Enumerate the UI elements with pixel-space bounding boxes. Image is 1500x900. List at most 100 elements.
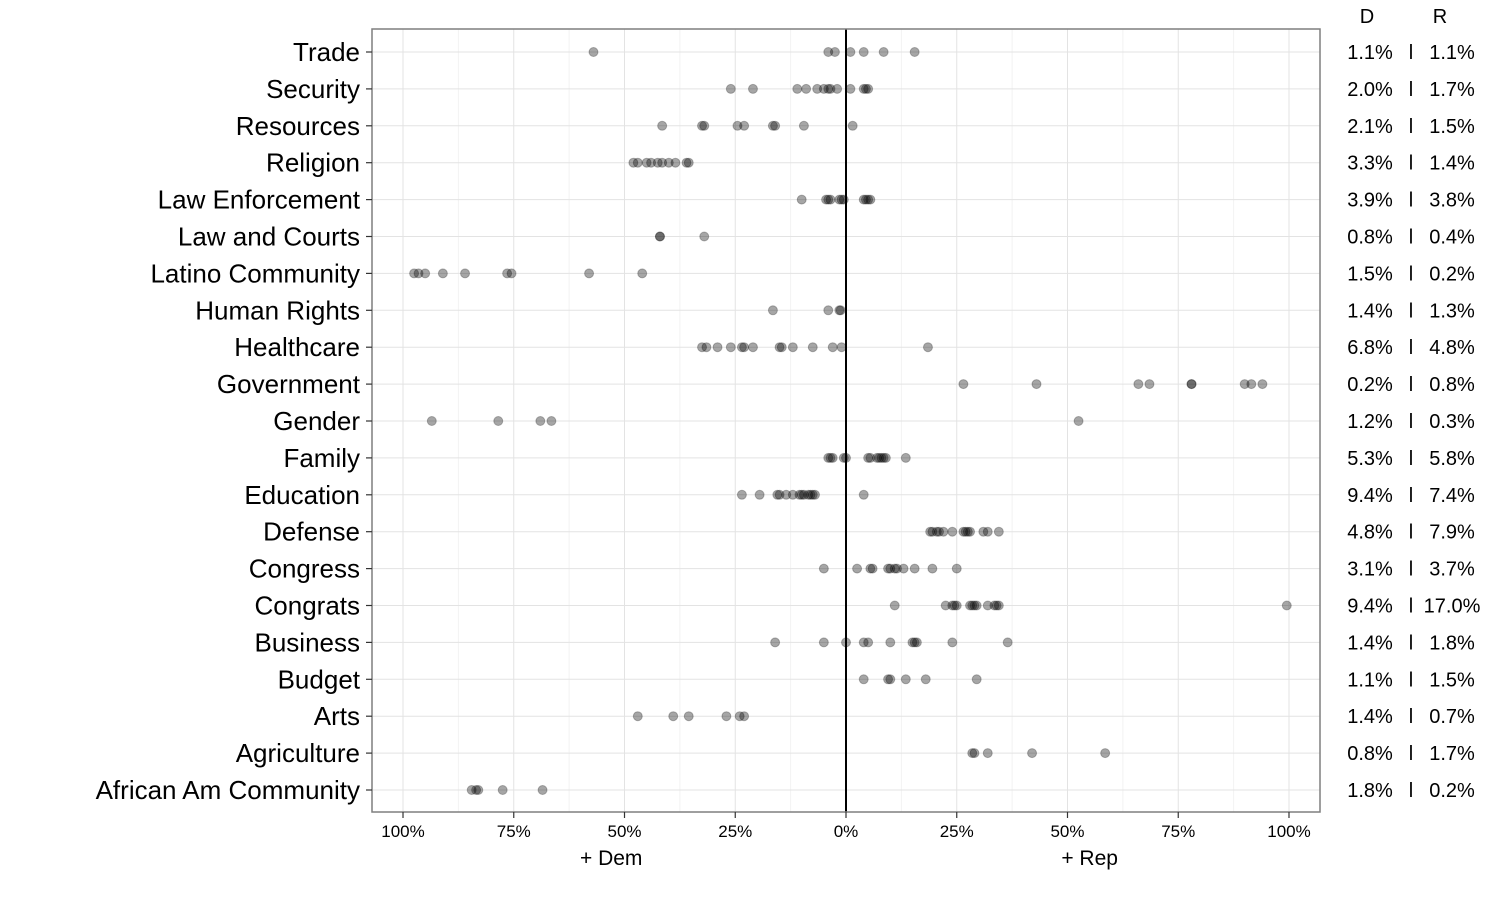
rep-share-value: 1.7% xyxy=(1429,79,1475,101)
data-point xyxy=(883,563,894,574)
data-point xyxy=(736,342,747,353)
data-point xyxy=(657,157,668,168)
data-point xyxy=(845,47,856,57)
x-tick-label: 100% xyxy=(381,822,424,841)
data-point xyxy=(989,600,1000,611)
share-separator: l xyxy=(1409,263,1413,285)
data-point xyxy=(683,157,694,168)
data-point xyxy=(699,120,710,131)
data-point xyxy=(920,674,931,685)
data-point xyxy=(1281,600,1292,611)
rep-share-value: 0.4% xyxy=(1429,227,1475,249)
data-point xyxy=(962,526,973,537)
data-point xyxy=(823,194,834,205)
data-point xyxy=(867,563,878,574)
rep-share-value: 7.9% xyxy=(1429,522,1475,544)
dem-share-value: 1.5% xyxy=(1347,263,1393,285)
share-separator: l xyxy=(1409,448,1413,470)
share-separator: l xyxy=(1409,596,1413,618)
rep-share-value: 0.7% xyxy=(1429,706,1475,728)
data-point xyxy=(807,489,818,500)
dem-share-value: 3.9% xyxy=(1347,190,1393,212)
data-point xyxy=(774,489,785,500)
data-point xyxy=(774,342,785,353)
data-point xyxy=(967,600,978,611)
data-point xyxy=(863,83,874,94)
data-point xyxy=(958,526,969,537)
data-point xyxy=(883,674,894,685)
dem-share-value: 1.8% xyxy=(1347,780,1393,802)
rep-share-value: 1.1% xyxy=(1429,42,1475,64)
category-label: Trade xyxy=(293,37,360,67)
data-point xyxy=(466,785,477,795)
data-point xyxy=(670,157,681,168)
data-point xyxy=(1186,379,1197,390)
data-point xyxy=(823,452,834,463)
data-point xyxy=(497,785,508,795)
rep-share-value: 1.7% xyxy=(1429,743,1475,765)
category-label: Government xyxy=(217,369,361,399)
point-layer xyxy=(409,47,1292,795)
x-tick-label: 25% xyxy=(940,822,974,841)
data-point xyxy=(947,637,958,648)
data-point xyxy=(845,83,856,94)
data-point xyxy=(858,637,869,648)
share-separator: l xyxy=(1409,300,1413,322)
rep-share-value: 0.8% xyxy=(1429,374,1475,396)
data-point xyxy=(982,748,993,759)
data-point xyxy=(971,674,982,685)
x-axis-dem-label: + Dem xyxy=(580,847,642,870)
data-point xyxy=(1031,379,1042,390)
rep-share-value: 3.7% xyxy=(1429,559,1475,581)
data-point xyxy=(838,452,849,463)
data-point xyxy=(654,231,665,242)
dem-share-value: 3.3% xyxy=(1347,153,1393,175)
data-point xyxy=(772,489,783,500)
data-point xyxy=(872,452,883,463)
data-point xyxy=(836,194,847,205)
data-point xyxy=(978,526,989,537)
data-point xyxy=(982,600,993,611)
data-point xyxy=(947,600,958,611)
data-point xyxy=(721,711,732,722)
data-point xyxy=(823,83,834,94)
x-tick-label: 0% xyxy=(834,822,859,841)
data-point xyxy=(736,489,747,500)
data-point xyxy=(537,785,548,795)
x-tick-label: 75% xyxy=(497,822,531,841)
data-point xyxy=(506,268,517,279)
data-point xyxy=(949,600,960,611)
data-point xyxy=(1246,379,1257,390)
data-point xyxy=(982,526,993,537)
data-point xyxy=(969,600,980,611)
data-point xyxy=(860,83,871,94)
data-point xyxy=(909,637,920,648)
data-point xyxy=(934,526,945,537)
data-point xyxy=(960,526,971,537)
x-tick-label: 50% xyxy=(607,822,641,841)
dem-share-value: 2.1% xyxy=(1347,116,1393,138)
data-point xyxy=(1027,748,1038,759)
rep-share-value: 0.2% xyxy=(1429,780,1475,802)
data-point xyxy=(911,637,922,648)
data-point xyxy=(858,489,869,500)
data-point xyxy=(701,342,712,353)
data-point xyxy=(712,342,723,353)
category-label: Business xyxy=(255,627,361,657)
x-tick-label: 75% xyxy=(1161,822,1195,841)
data-point xyxy=(832,83,843,94)
data-point xyxy=(841,452,851,463)
data-point xyxy=(792,83,803,94)
category-label: Congrats xyxy=(255,591,361,621)
data-point xyxy=(641,157,652,168)
data-point xyxy=(835,305,846,316)
dem-share-value: 9.4% xyxy=(1347,596,1393,618)
dem-share-value: 1.1% xyxy=(1347,42,1393,64)
data-point xyxy=(413,268,424,279)
data-point xyxy=(801,83,812,94)
category-label: Gender xyxy=(273,406,360,436)
dem-column-header: D xyxy=(1360,6,1374,28)
data-point xyxy=(770,120,781,131)
data-point xyxy=(628,157,639,168)
